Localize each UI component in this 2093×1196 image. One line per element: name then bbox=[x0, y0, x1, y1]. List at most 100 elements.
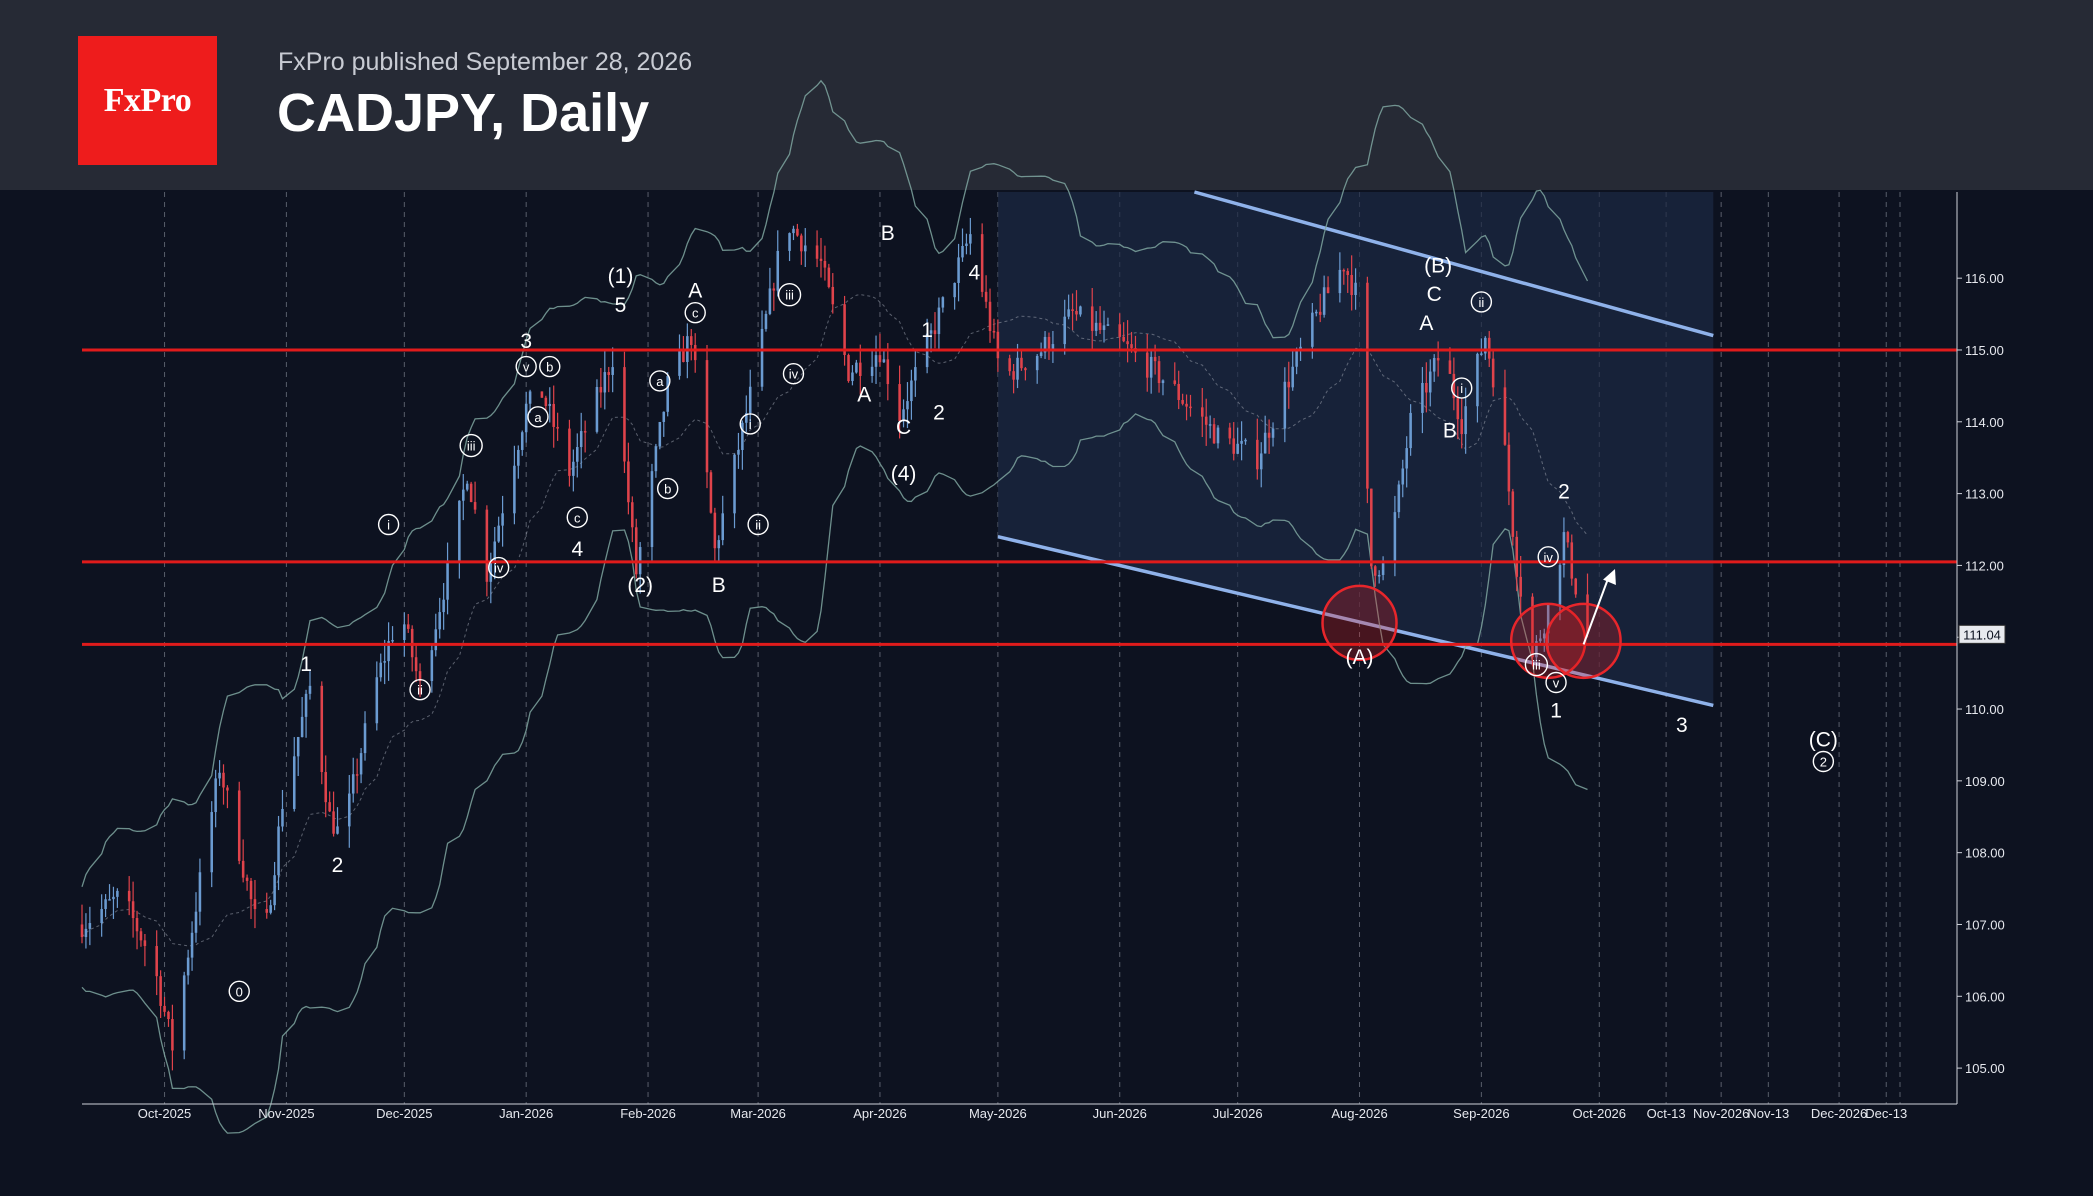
lower-band bbox=[81, 413, 1588, 1134]
candle-body bbox=[210, 812, 213, 873]
candle-body bbox=[1173, 380, 1177, 384]
wave-label: c bbox=[692, 306, 699, 321]
candle-body bbox=[733, 454, 736, 514]
x-tick-label: Sep-2026 bbox=[1453, 1106, 1509, 1121]
bollinger-bands bbox=[81, 79, 1589, 1134]
candle-body bbox=[611, 367, 614, 375]
candle-body bbox=[336, 826, 339, 834]
candle-body bbox=[1546, 604, 1550, 634]
candle-body bbox=[1236, 443, 1239, 454]
candle-body bbox=[745, 413, 748, 423]
candle-body bbox=[776, 250, 780, 291]
wave-label: 2 bbox=[1558, 481, 1570, 504]
candle-body bbox=[1373, 566, 1377, 576]
candle-body bbox=[143, 940, 147, 947]
wave-label-ring bbox=[1812, 750, 1835, 773]
candle-body bbox=[634, 527, 638, 575]
candle-body bbox=[1244, 439, 1247, 442]
wave-label-ring bbox=[487, 556, 510, 579]
wave-label: (2) bbox=[627, 574, 653, 597]
candle-body bbox=[269, 905, 272, 913]
chart-title: CADJPY, Daily bbox=[277, 83, 650, 143]
candle-body bbox=[1377, 574, 1381, 577]
candle-body bbox=[1342, 269, 1346, 272]
candle-body bbox=[709, 472, 713, 513]
wave-label: ii bbox=[755, 518, 761, 533]
candle-body bbox=[1240, 440, 1243, 444]
y-tick-label: 112.00 bbox=[1965, 558, 2004, 573]
candle-body bbox=[1562, 532, 1566, 566]
candle-body bbox=[1145, 352, 1149, 378]
wave-label: 2 bbox=[933, 402, 945, 425]
candle-body bbox=[1480, 353, 1483, 355]
candle-body bbox=[1185, 403, 1188, 407]
candle-body bbox=[874, 355, 878, 367]
y-tick-label: 109.00 bbox=[1965, 774, 2005, 789]
candle-body bbox=[1464, 406, 1467, 435]
candle-body bbox=[1484, 337, 1487, 354]
candle-body bbox=[1326, 287, 1330, 294]
wave-label: 3 bbox=[1676, 714, 1688, 737]
candle-body bbox=[324, 772, 327, 803]
candle-body bbox=[465, 483, 469, 490]
candle-body bbox=[693, 344, 697, 361]
x-tick-label: Oct-2025 bbox=[138, 1106, 191, 1121]
candle-body bbox=[300, 716, 304, 738]
candle-body bbox=[898, 384, 901, 421]
wave-label: 1 bbox=[921, 319, 933, 342]
candle-body bbox=[226, 787, 229, 791]
candle-body bbox=[1102, 325, 1106, 330]
candle-body bbox=[1574, 578, 1577, 595]
candle-body bbox=[139, 931, 143, 941]
candle-body bbox=[1452, 373, 1456, 399]
candle-body bbox=[1201, 407, 1204, 417]
candle-body bbox=[375, 677, 379, 724]
candle-body bbox=[1263, 432, 1267, 454]
wave-label-ring bbox=[1524, 652, 1549, 677]
candle-body bbox=[1259, 453, 1263, 470]
wave-label: iv bbox=[494, 561, 504, 576]
candle-body bbox=[595, 387, 599, 432]
y-tick-label: 106.00 bbox=[1965, 989, 2005, 1004]
candle-body bbox=[1189, 406, 1192, 409]
wave-label: 3 bbox=[520, 330, 532, 353]
wave-label-ring bbox=[527, 406, 549, 428]
y-tick-label: 110.00 bbox=[1965, 702, 2004, 717]
candle-body bbox=[1558, 565, 1562, 605]
candle-body bbox=[1456, 398, 1460, 420]
candle-body bbox=[713, 512, 717, 549]
candle-body bbox=[1051, 344, 1055, 351]
candle-body bbox=[414, 657, 418, 672]
candle-body bbox=[528, 391, 532, 404]
candle-body bbox=[992, 331, 996, 333]
wave-label-ring bbox=[459, 433, 483, 458]
candle-body bbox=[383, 661, 386, 663]
candle-body bbox=[497, 525, 500, 542]
x-tick-label: Oct-13 bbox=[1647, 1106, 1686, 1121]
wave-label: A bbox=[688, 280, 702, 303]
candle-body bbox=[689, 336, 693, 345]
wave-label: iv bbox=[789, 367, 799, 382]
candle-body bbox=[772, 288, 776, 291]
candle-body bbox=[104, 899, 107, 910]
candle-body bbox=[1531, 596, 1534, 658]
candle-body bbox=[1370, 488, 1373, 567]
candle-body bbox=[1507, 444, 1511, 492]
candle-body bbox=[1511, 491, 1515, 537]
candle-body bbox=[430, 650, 434, 682]
candle-body bbox=[1314, 311, 1318, 314]
candle-body bbox=[1075, 310, 1078, 315]
candle-body bbox=[969, 234, 972, 244]
wave-label-ring bbox=[1545, 671, 1567, 694]
candle-body bbox=[214, 778, 217, 813]
wave-label: b bbox=[546, 360, 553, 375]
candle-body bbox=[1381, 561, 1385, 575]
highlight-circles bbox=[1321, 569, 1622, 680]
wave-label-ring bbox=[228, 980, 250, 1002]
wave-label-ring bbox=[1470, 291, 1493, 313]
candle-body bbox=[1287, 381, 1291, 388]
candle-body bbox=[222, 772, 225, 788]
wave-label: 1 bbox=[1550, 700, 1562, 723]
candle-body bbox=[359, 753, 363, 775]
